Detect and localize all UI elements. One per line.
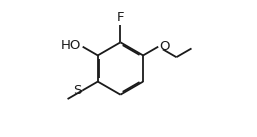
Text: F: F <box>117 11 124 24</box>
Text: O: O <box>159 40 169 53</box>
Text: S: S <box>73 84 81 97</box>
Text: HO: HO <box>61 39 81 52</box>
